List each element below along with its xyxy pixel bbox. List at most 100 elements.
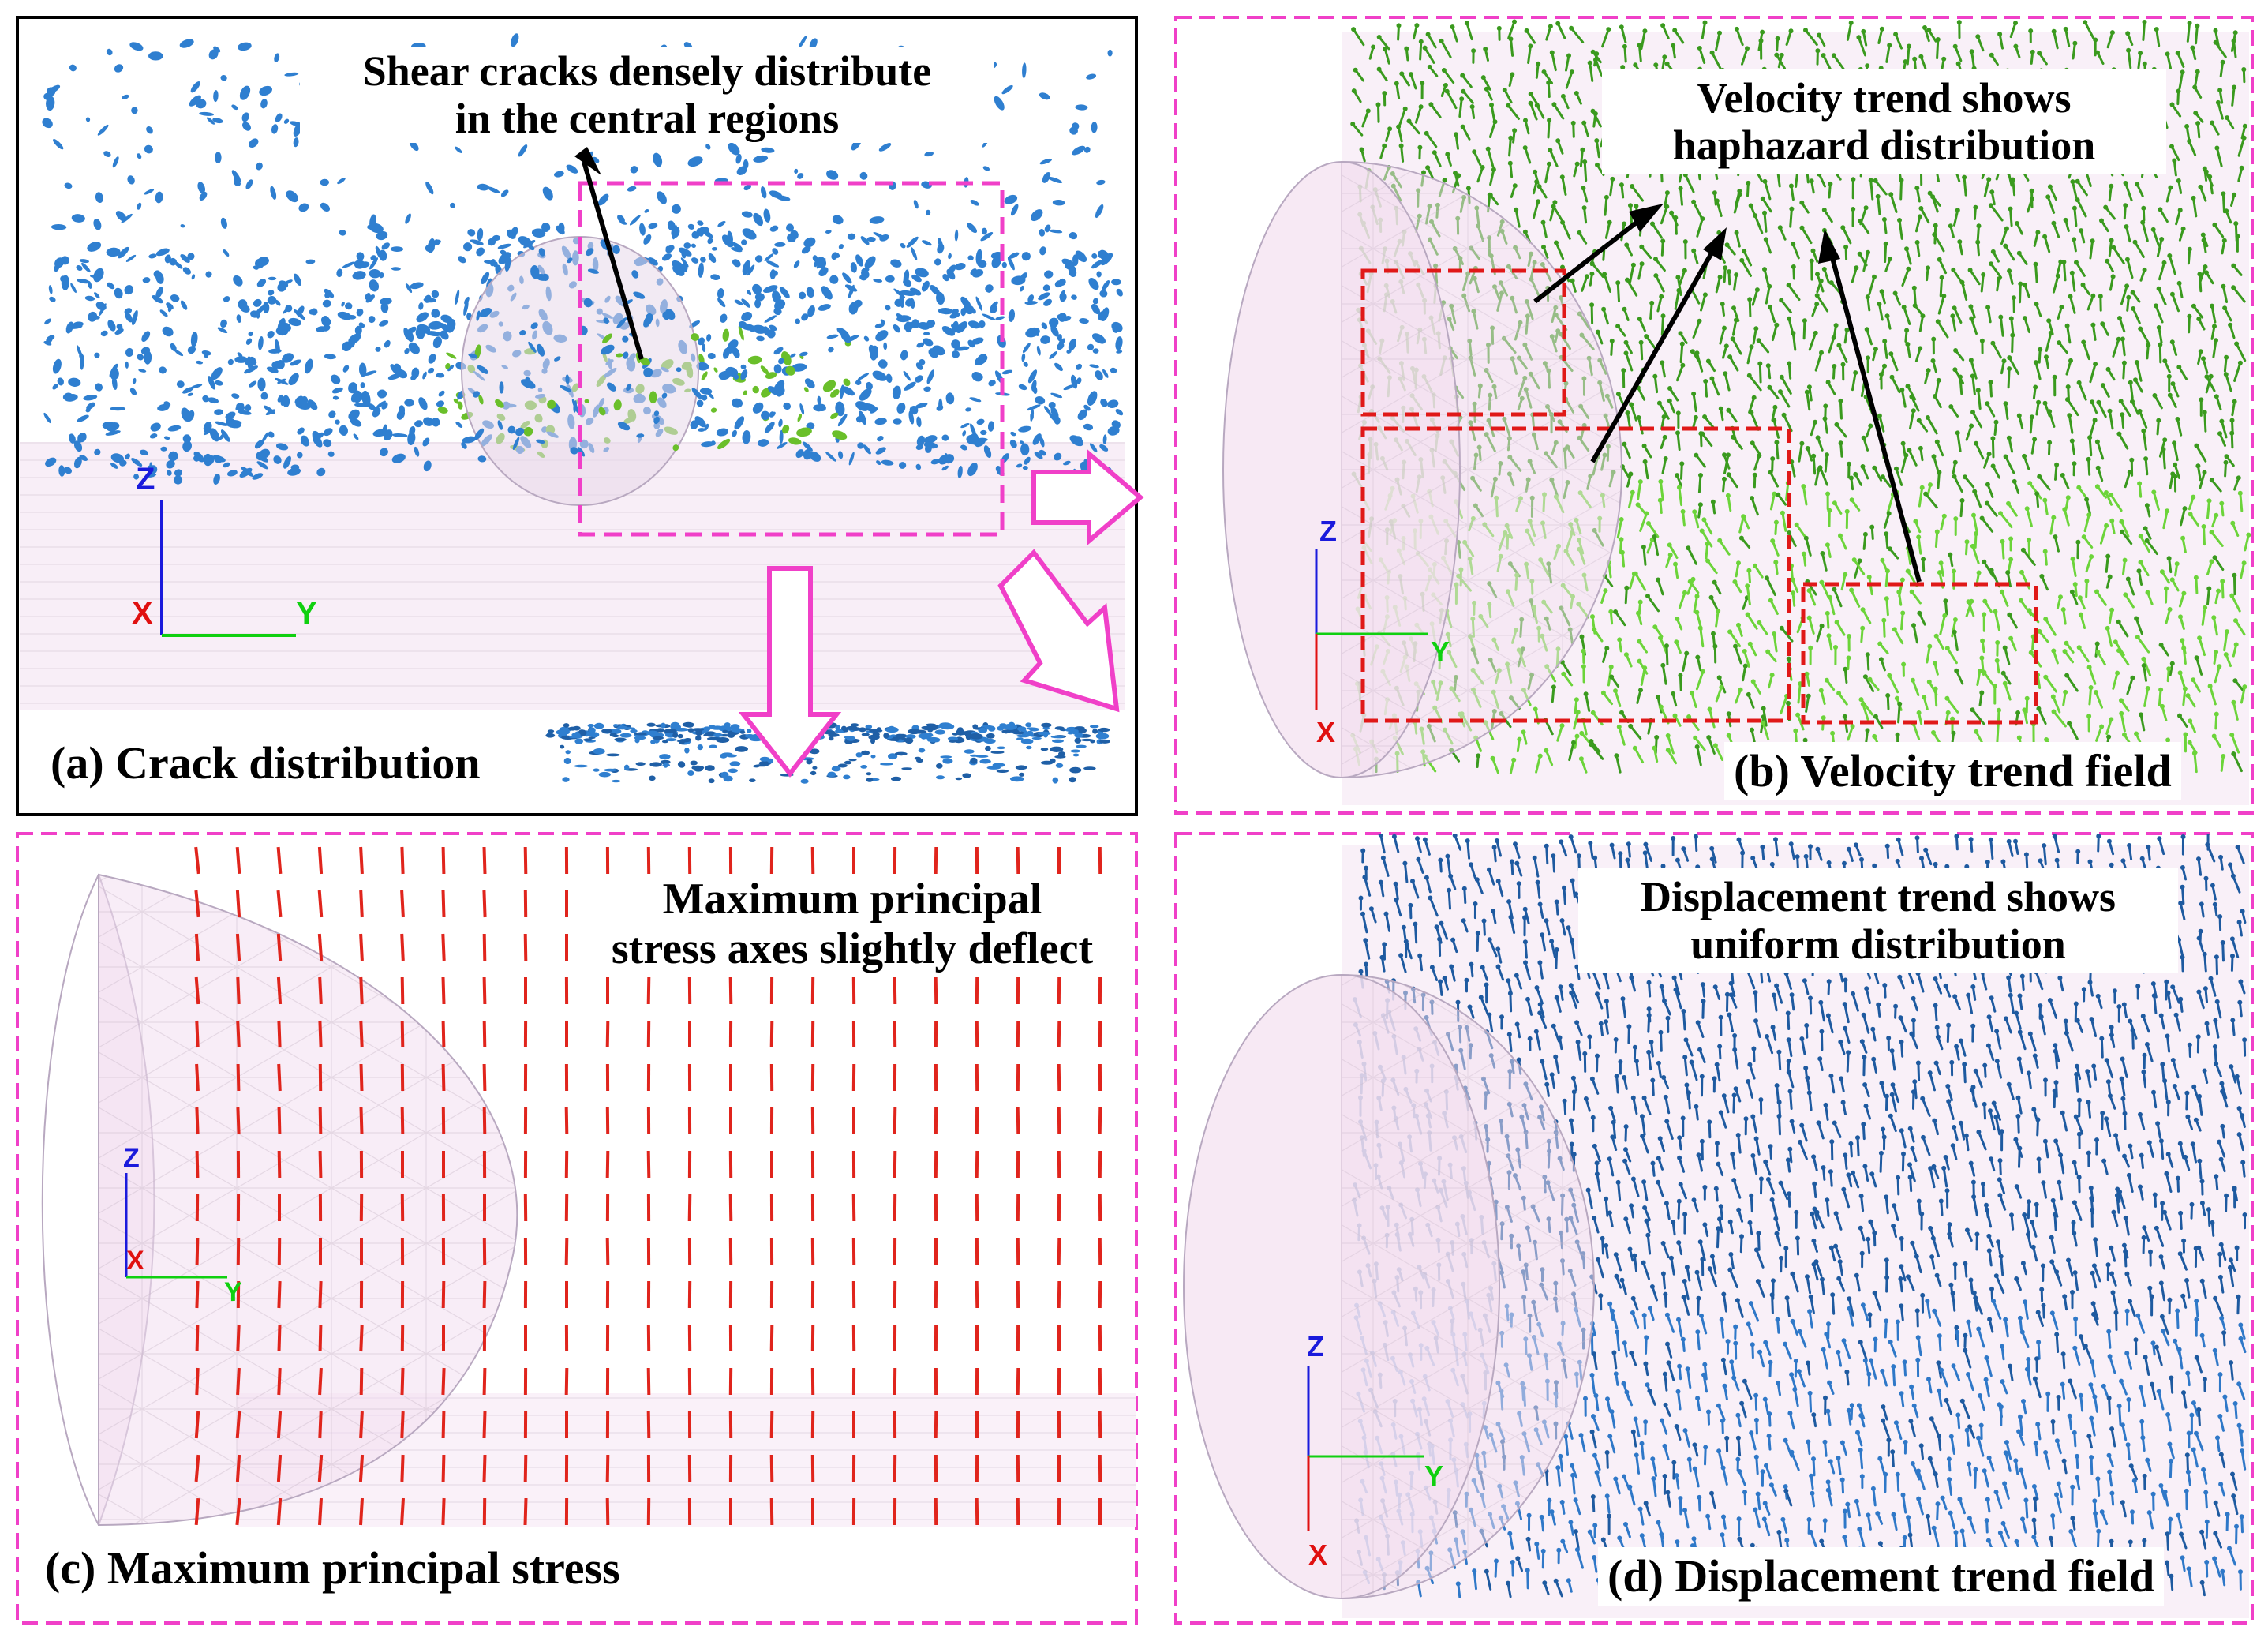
vector-arrowhead: [1889, 374, 1895, 380]
crack-marker: [560, 385, 571, 392]
vector-arrow: [1678, 486, 1683, 507]
vector-arrow: [1769, 493, 1776, 511]
vector-arrow: [1926, 416, 1938, 435]
vector-arrowhead: [1963, 474, 1967, 480]
vector-arrowhead: [1900, 440, 1906, 446]
vector-arrowhead: [1806, 615, 1812, 620]
vector-arrowhead: [1590, 710, 1596, 715]
crack-marker: [1027, 294, 1035, 303]
crack-marker: [414, 446, 420, 457]
vector-arrow: [1378, 36, 1390, 51]
crack-marker: [381, 242, 390, 250]
vector-arrowhead: [2072, 582, 2078, 587]
crack-marker: [1050, 392, 1063, 399]
crack-marker: [937, 243, 945, 254]
vector-arrowhead: [1770, 456, 1776, 462]
vector-arrowhead: [1507, 160, 1513, 166]
vector-arrow: [2038, 475, 2051, 491]
crack-marker: [1036, 346, 1041, 356]
crack-marker: [148, 51, 163, 61]
crack-marker: [843, 774, 851, 780]
vector-arrowhead: [1872, 465, 1877, 470]
crack-marker: [124, 285, 134, 295]
crack-marker: [479, 307, 492, 318]
crack-marker: [826, 170, 839, 180]
vector-arrowhead: [1815, 48, 1821, 54]
vector-arrow: [1885, 43, 1891, 63]
vector-arrowhead: [2002, 680, 2008, 686]
vector-arrow: [1529, 102, 1538, 121]
vector-arrow: [1801, 227, 1813, 245]
vector-arrow: [1761, 197, 1772, 213]
vector-arrowhead: [1802, 318, 1807, 324]
crack-marker: [1059, 293, 1067, 302]
vector-arrow: [1629, 725, 1642, 740]
crack-marker: [138, 369, 147, 373]
vector-arrow: [1828, 596, 1836, 616]
crack-marker: [769, 324, 777, 332]
vector-arrow: [1476, 166, 1484, 183]
vector-arrowhead: [1619, 537, 1624, 542]
crack-marker: [110, 369, 119, 380]
crack-marker: [446, 352, 457, 359]
vector-arrowhead: [1684, 650, 1690, 656]
vector-arrowhead: [1606, 27, 1611, 32]
crack-marker: [187, 346, 196, 354]
vector-arrow: [2023, 317, 2030, 334]
vector-arrowhead: [2100, 383, 2105, 388]
crack-marker: [275, 299, 281, 306]
crack-marker: [1035, 396, 1046, 405]
crack-marker: [239, 85, 251, 100]
vector-arrowhead: [1971, 512, 1976, 518]
vector-arrowhead: [1980, 638, 1985, 643]
vector-arrowhead: [2029, 414, 2034, 420]
vector-arrowhead: [2008, 635, 2014, 641]
vector-arrow: [1953, 306, 1963, 324]
vector-arrowhead: [1805, 446, 1810, 451]
crack-marker: [1115, 409, 1124, 416]
crack-marker: [1107, 49, 1113, 57]
vector-arrowhead: [1720, 302, 1725, 307]
vector-arrowhead: [2109, 607, 2115, 613]
vector-arrowhead: [1742, 649, 1747, 654]
vector-arrow: [1816, 294, 1829, 313]
crack-marker: [678, 762, 686, 768]
crack-marker: [300, 435, 309, 447]
crack-marker: [245, 179, 253, 189]
vector-arrowhead: [1731, 305, 1736, 311]
vector-arrow: [2009, 21, 2017, 39]
vector-arrowhead: [1732, 579, 1738, 584]
vector-arrowhead: [1717, 538, 1723, 543]
crack-marker: [1050, 325, 1059, 337]
vector-arrow: [1771, 539, 1780, 557]
crack-marker: [936, 291, 945, 305]
vector-arrowhead: [2121, 360, 2127, 365]
crack-marker: [956, 321, 967, 333]
crack-marker: [339, 229, 346, 236]
vector-arrowhead: [1850, 724, 1855, 729]
vector-arrow: [1900, 454, 1907, 474]
vector-arrowhead: [1653, 257, 1658, 262]
vector-arrowhead: [1453, 171, 1458, 176]
vector-arrowhead: [1637, 317, 1642, 322]
vector-arrowhead: [1480, 75, 1486, 81]
crack-marker: [923, 736, 932, 740]
crack-marker: [368, 316, 376, 324]
vector-arrowhead: [1754, 287, 1760, 293]
crack-marker: [125, 312, 133, 323]
crack-marker: [859, 728, 871, 731]
panel-a-crack-markers: [42, 36, 1124, 485]
vector-arrow: [1884, 569, 1889, 587]
vector-arrowhead: [1580, 147, 1585, 152]
crack-marker: [382, 424, 387, 437]
vector-arrowhead: [2087, 435, 2093, 440]
crack-marker: [624, 764, 630, 771]
vector-arrowhead: [1806, 384, 1812, 390]
crack-marker: [149, 433, 158, 439]
vector-arrowhead: [1887, 43, 1892, 48]
vector-arrow: [1594, 58, 1604, 77]
crack-marker: [756, 335, 765, 342]
vector-arrowhead: [1868, 178, 1873, 183]
vector-arrowhead: [2008, 536, 2014, 542]
crack-marker: [954, 229, 959, 242]
